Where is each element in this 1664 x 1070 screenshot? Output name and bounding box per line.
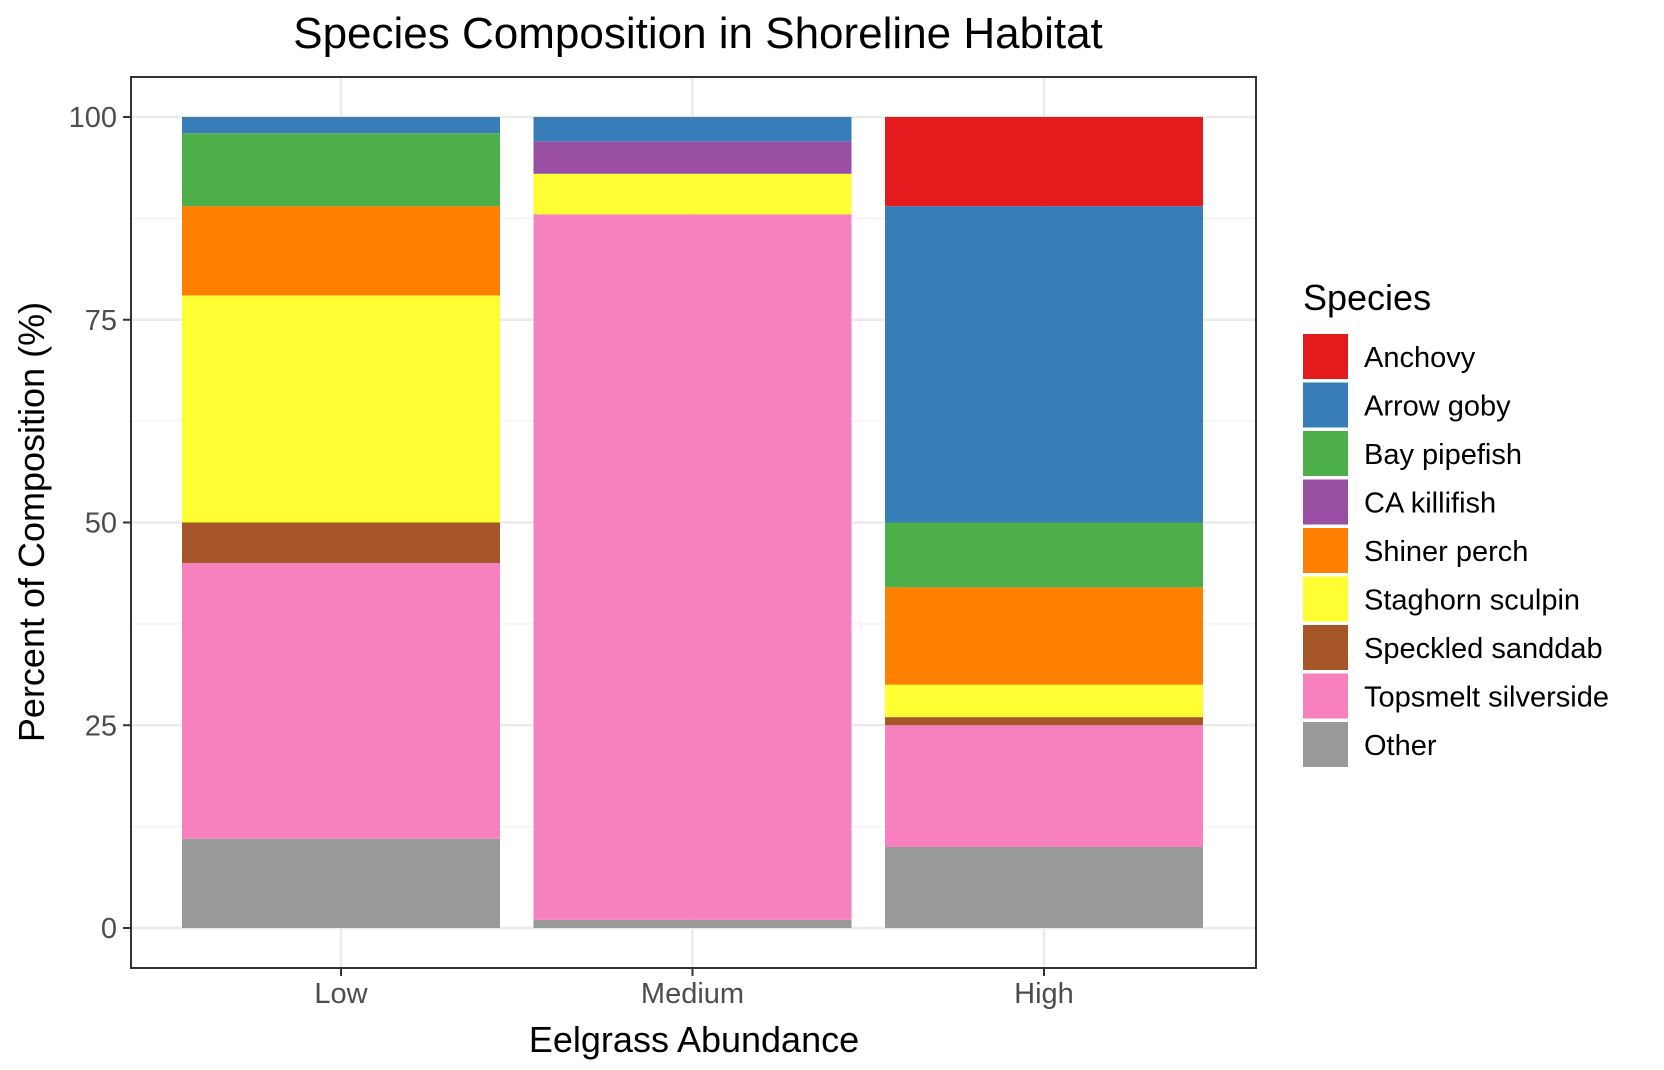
legend-label: Anchovy [1364, 342, 1476, 374]
legend: Species Anchovy Arrow goby Bay pipefish CA … [1303, 277, 1609, 767]
legend-label: Topsmelt silverside [1364, 682, 1609, 714]
bar-high-staghorn-sculpin [885, 684, 1203, 718]
y-axis: 0 25 50 75 100 [69, 102, 131, 945]
legend-label: Speckled sanddab [1364, 633, 1603, 665]
x-axis-label: Eelgrass Abundance [529, 1019, 859, 1060]
legend-swatch [1303, 528, 1348, 573]
legend-swatch [1303, 673, 1348, 719]
y-axis-label: Percent of Composition (%) [11, 302, 52, 742]
x-axis: Low Medium High [314, 968, 1074, 1010]
x-tick-label: Medium [641, 978, 744, 1010]
legend-swatch [1303, 382, 1348, 428]
bar-high-speckled-sanddab [885, 717, 1203, 726]
legend-swatch [1303, 334, 1348, 379]
bar-high-bay-pipefish [885, 522, 1203, 588]
bar-high-other [885, 846, 1203, 928]
y-tick-label: 25 [85, 710, 117, 742]
bar-medium-other [533, 919, 852, 928]
bar-low-staghorn-sculpin [182, 295, 500, 523]
legend-label: CA killifish [1364, 488, 1496, 520]
bar-medium-staghorn-sculpin [533, 173, 852, 215]
bar-high-anchovy [885, 117, 1203, 207]
legend-title: Species [1303, 277, 1431, 318]
bar-low-speckled-sanddab [182, 522, 500, 564]
bar-low-bay-pipefish [182, 133, 500, 207]
y-tick-label: 50 [85, 508, 117, 540]
chart-title: Species Composition in Shoreline Habitat [293, 9, 1103, 58]
x-tick-label: Low [314, 978, 368, 1010]
bar-high-topsmelt-silverside [885, 725, 1203, 847]
bar-low-other [182, 838, 500, 928]
x-tick-label: High [1014, 978, 1074, 1010]
y-tick-label: 100 [69, 102, 117, 134]
y-tick-label: 0 [101, 913, 117, 945]
bar-medium-topsmelt-silverside [533, 214, 852, 920]
legend-label: Bay pipefish [1364, 439, 1522, 471]
bar-high-arrow-goby [885, 206, 1203, 523]
legend-label: Staghorn sculpin [1364, 585, 1580, 617]
legend-swatch [1303, 625, 1348, 670]
legend-label: Arrow goby [1364, 391, 1511, 423]
bar-high-shiner-perch [885, 587, 1203, 685]
bars-layer [182, 117, 1203, 928]
bar-medium-arrow-goby [533, 117, 852, 142]
legend-swatch [1303, 722, 1348, 767]
bar-low-topsmelt-silverside [182, 563, 500, 839]
legend-swatch [1303, 431, 1348, 476]
legend-swatch [1303, 576, 1348, 622]
y-tick-label: 75 [85, 305, 117, 337]
bar-low-shiner-perch [182, 206, 500, 296]
legend-swatch [1303, 479, 1348, 525]
legend-label: Other [1364, 730, 1437, 762]
bar-medium-ca-killifish [533, 141, 852, 174]
legend-label: Shiner perch [1364, 536, 1528, 568]
bar-low-arrow-goby [182, 117, 500, 134]
